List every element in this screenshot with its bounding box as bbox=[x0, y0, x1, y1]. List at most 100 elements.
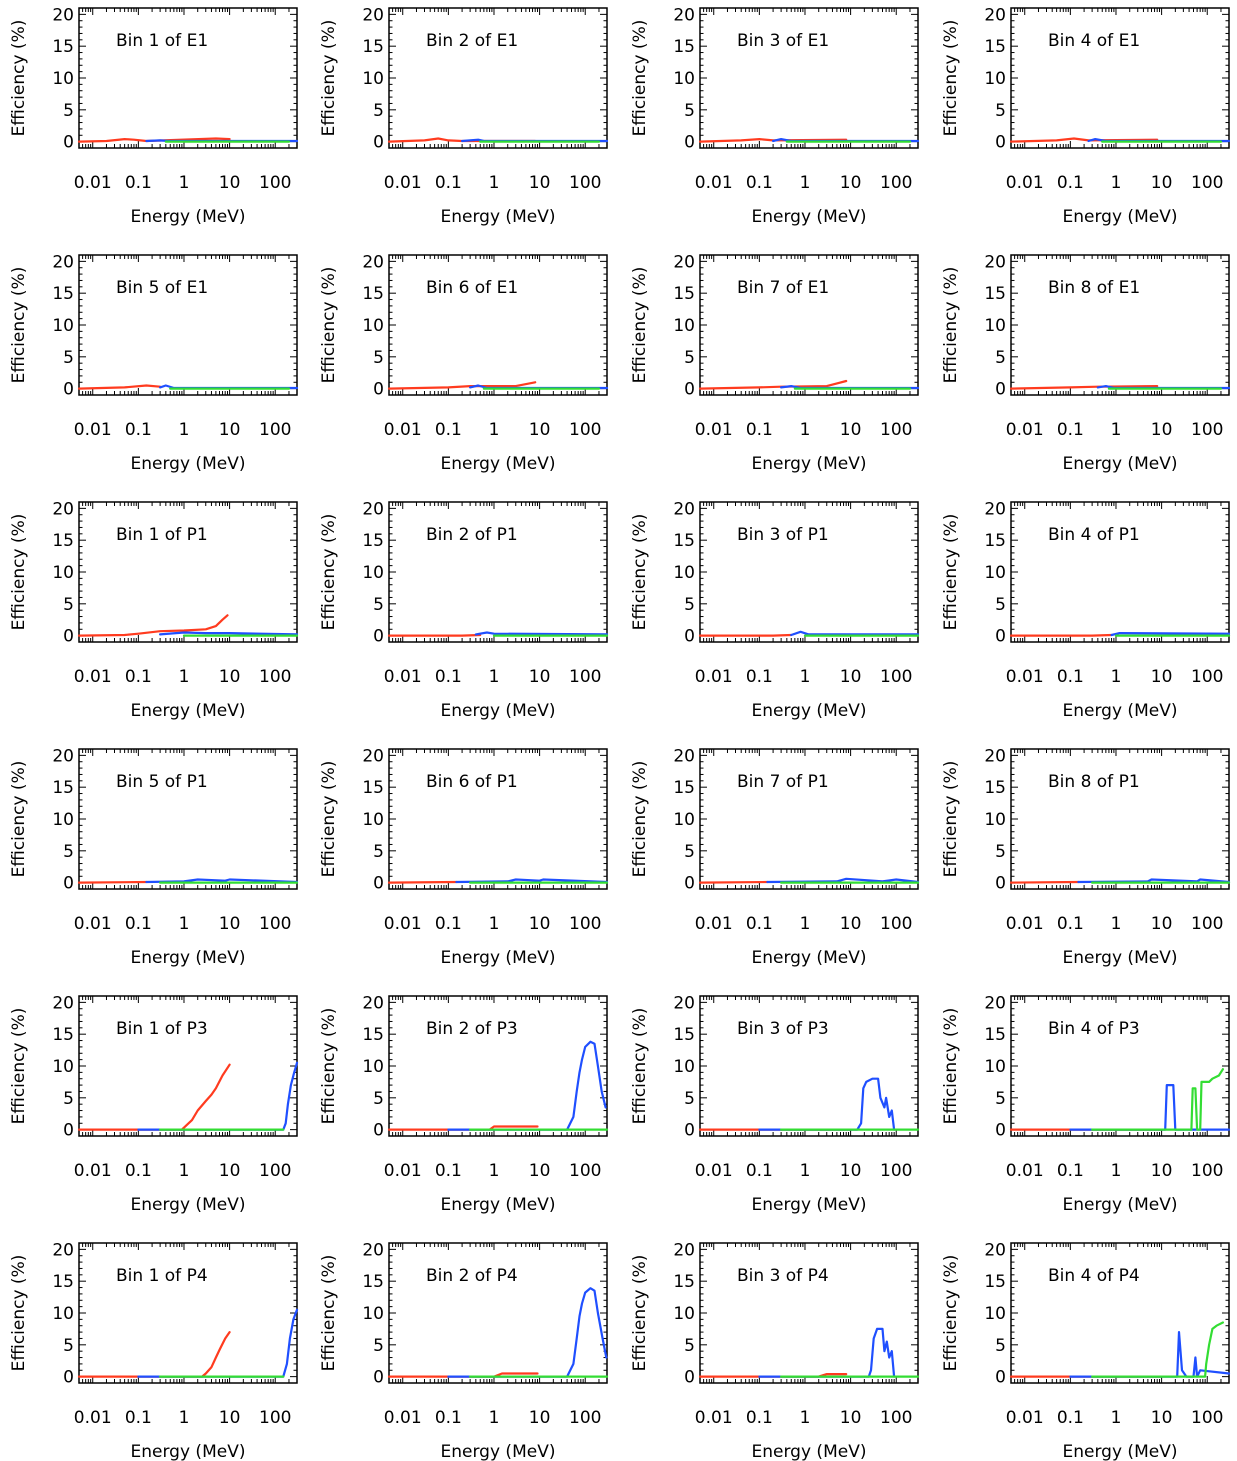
x-axis-label: Energy (MeV) bbox=[131, 454, 246, 474]
y-tick-label: 15 bbox=[362, 284, 384, 304]
x-tick-label: 0.1 bbox=[435, 914, 462, 934]
x-tick-label: 0.1 bbox=[1057, 173, 1084, 193]
plot-frame bbox=[699, 995, 919, 1137]
x-tick-label: 1 bbox=[489, 173, 500, 193]
y-tick-label: 5 bbox=[995, 595, 1006, 615]
x-axis-label: Energy (MeV) bbox=[752, 454, 867, 474]
series-line-red bbox=[77, 1330, 231, 1378]
series-line-red bbox=[698, 880, 769, 884]
y-tick-label: 20 bbox=[52, 746, 74, 766]
y-tick-label: 20 bbox=[673, 993, 695, 1013]
y-tick-label: 10 bbox=[362, 810, 384, 830]
x-tick-label: 1 bbox=[179, 1408, 190, 1428]
series-line-blue bbox=[137, 1308, 299, 1378]
x-tick-label: 0.1 bbox=[435, 173, 462, 193]
panel-title: Bin 2 of P1 bbox=[426, 525, 518, 545]
y-axis-label: Efficiency (%) bbox=[319, 514, 339, 631]
x-tick-label: 1 bbox=[179, 1161, 190, 1181]
x-tick-label: 0.1 bbox=[435, 667, 462, 687]
y-tick-label: 15 bbox=[362, 531, 384, 551]
y-tick-label: 15 bbox=[673, 1025, 695, 1045]
y-axis-label: Efficiency (%) bbox=[941, 761, 961, 878]
x-tick-label: 1 bbox=[1111, 914, 1122, 934]
y-tick-label: 0 bbox=[373, 1121, 384, 1141]
x-tick-label: 100 bbox=[569, 914, 601, 934]
x-tick-label: 0.1 bbox=[746, 1161, 773, 1181]
x-tick-label: 10 bbox=[219, 1161, 241, 1181]
x-tick-label: 100 bbox=[1191, 667, 1223, 687]
x-tick-label: 1 bbox=[489, 667, 500, 687]
x-tick-label: 10 bbox=[529, 420, 551, 440]
y-tick-label: 20 bbox=[984, 5, 1006, 25]
y-tick-label: 5 bbox=[63, 348, 74, 368]
x-tick-label: 1 bbox=[800, 1408, 811, 1428]
y-axis-label: Efficiency (%) bbox=[319, 267, 339, 384]
x-tick-label: 1 bbox=[800, 667, 811, 687]
x-tick-label: 100 bbox=[1191, 420, 1223, 440]
y-tick-label: 0 bbox=[63, 1368, 74, 1388]
x-axis-label: Energy (MeV) bbox=[441, 1195, 556, 1215]
y-tick-label: 0 bbox=[63, 874, 74, 894]
chart-panel: 0.01 0.1 1 10 100 0 5 10 15 20 Energy (MeV) Efficie… bbox=[9, 746, 299, 968]
x-axis-label: Energy (MeV) bbox=[131, 1442, 246, 1461]
plot-frame bbox=[78, 501, 298, 643]
y-tick-label: 10 bbox=[673, 810, 695, 830]
x-axis-label: Energy (MeV) bbox=[1063, 948, 1178, 968]
y-tick-label: 5 bbox=[373, 1089, 384, 1109]
plot-frame bbox=[699, 748, 919, 890]
chart-panel: 0.01 0.1 1 10 100 0 5 10 15 20 Energy (MeV) Efficie… bbox=[941, 1240, 1231, 1461]
plot-frame bbox=[1010, 748, 1230, 890]
x-tick-label: 0.1 bbox=[746, 667, 773, 687]
x-tick-label: 100 bbox=[259, 1408, 291, 1428]
x-tick-label: 10 bbox=[219, 173, 241, 193]
series-line-red bbox=[1009, 385, 1159, 390]
y-tick-label: 15 bbox=[52, 1025, 74, 1045]
x-axis-label: Energy (MeV) bbox=[752, 948, 867, 968]
x-tick-label: 1 bbox=[489, 1161, 500, 1181]
y-tick-label: 5 bbox=[373, 101, 384, 121]
y-tick-label: 10 bbox=[984, 810, 1006, 830]
x-tick-label: 10 bbox=[840, 667, 862, 687]
y-axis-label: Efficiency (%) bbox=[9, 1008, 29, 1125]
panel-title: Bin 1 of P3 bbox=[116, 1019, 208, 1039]
x-tick-label: 10 bbox=[1151, 173, 1173, 193]
y-tick-label: 5 bbox=[373, 1336, 384, 1356]
y-tick-label: 15 bbox=[984, 531, 1006, 551]
x-tick-label: 0.01 bbox=[1006, 1161, 1044, 1181]
y-tick-label: 5 bbox=[684, 1089, 695, 1109]
chart-panel: 0.01 0.1 1 10 100 0 5 10 15 20 Energy (MeV) Efficie… bbox=[630, 1240, 920, 1461]
x-tick-label: 0.01 bbox=[384, 667, 422, 687]
y-tick-label: 5 bbox=[684, 1336, 695, 1356]
y-tick-label: 20 bbox=[362, 499, 384, 519]
chart-panel: 0.01 0.1 1 10 100 0 5 10 15 20 Energy (MeV) Efficie… bbox=[630, 746, 920, 968]
x-tick-label: 100 bbox=[259, 420, 291, 440]
plot-frame bbox=[699, 7, 919, 149]
x-tick-label: 100 bbox=[1191, 914, 1223, 934]
y-tick-label: 15 bbox=[362, 37, 384, 57]
series-line-red bbox=[387, 1372, 539, 1378]
y-tick-label: 20 bbox=[673, 499, 695, 519]
x-tick-label: 10 bbox=[840, 1408, 862, 1428]
y-tick-label: 20 bbox=[673, 252, 695, 272]
x-tick-label: 1 bbox=[489, 420, 500, 440]
y-tick-label: 10 bbox=[984, 1304, 1006, 1324]
chart-panel: 0.01 0.1 1 10 100 0 5 10 15 20 Energy (MeV) Efficie… bbox=[9, 5, 299, 227]
x-tick-label: 1 bbox=[179, 173, 190, 193]
y-tick-label: 0 bbox=[373, 1368, 384, 1388]
y-axis-label: Efficiency (%) bbox=[9, 514, 29, 631]
y-axis-label: Efficiency (%) bbox=[941, 514, 961, 631]
y-axis-label: Efficiency (%) bbox=[941, 267, 961, 384]
y-axis-label: Efficiency (%) bbox=[630, 761, 650, 878]
series-line-red bbox=[387, 880, 458, 884]
y-tick-label: 5 bbox=[373, 595, 384, 615]
y-tick-label: 5 bbox=[995, 348, 1006, 368]
y-tick-label: 0 bbox=[373, 874, 384, 894]
x-tick-label: 1 bbox=[179, 914, 190, 934]
panel-title: Bin 3 of P3 bbox=[737, 1019, 829, 1039]
panel-title: Bin 7 of E1 bbox=[737, 278, 829, 298]
y-tick-label: 0 bbox=[995, 1121, 1006, 1141]
series-line-blue bbox=[790, 630, 920, 637]
x-tick-label: 10 bbox=[1151, 667, 1173, 687]
x-tick-label: 10 bbox=[1151, 1161, 1173, 1181]
y-tick-label: 20 bbox=[984, 252, 1006, 272]
